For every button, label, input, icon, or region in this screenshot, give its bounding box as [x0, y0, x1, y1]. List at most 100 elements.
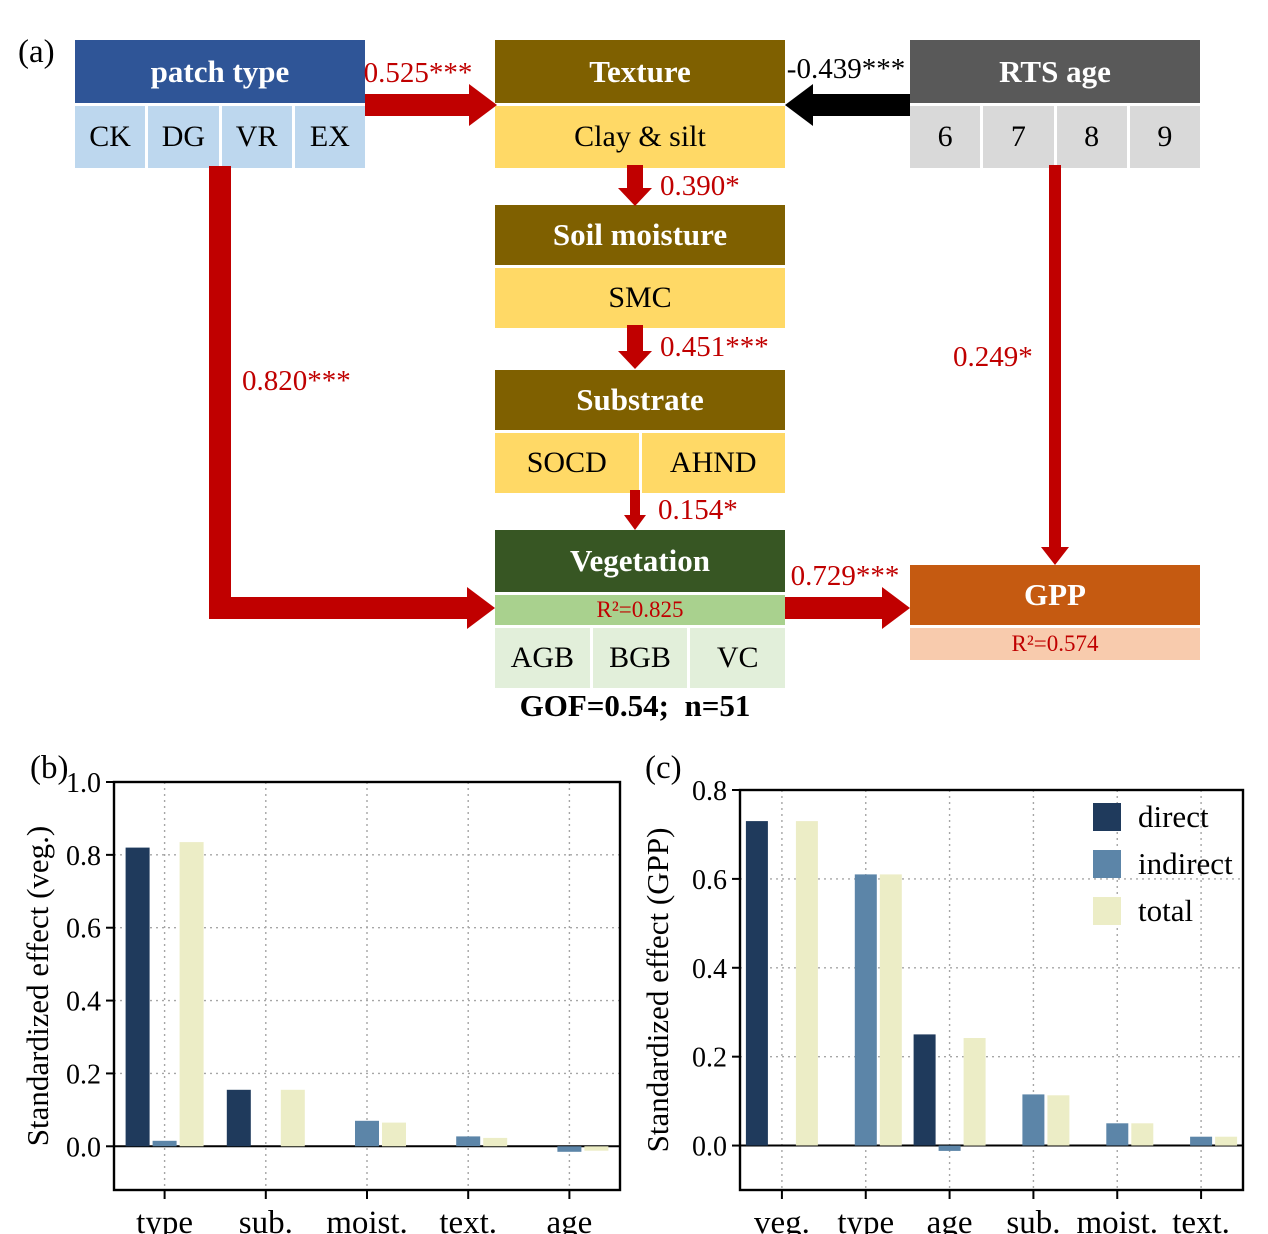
bar-total-moist	[382, 1122, 406, 1147]
bar-indirect-moist	[355, 1120, 379, 1147]
bar-direct-veg	[745, 821, 768, 1146]
x-category-label: moist.	[1076, 1205, 1158, 1234]
y-tick-label: 0.4	[66, 987, 101, 1018]
panel-b-label: (b)	[30, 750, 69, 786]
vegetation-r2: R²=0.825	[495, 595, 785, 625]
vegetation-box: Vegetation R²=0.825 AGB BGB VC	[495, 530, 786, 688]
x-category-label: type	[837, 1205, 894, 1234]
bar-indirect-text	[1190, 1136, 1213, 1146]
y-tick-label: 0.2	[66, 1059, 101, 1090]
bar-total-age	[963, 1038, 986, 1146]
substrate-box: Substrate SOCD AHND	[495, 370, 785, 493]
patch-type-title: patch type	[75, 40, 365, 103]
coef-patch-to-vegetation: 0.820***	[242, 365, 351, 397]
x-category-label: moist.	[326, 1205, 408, 1234]
patch-type-cell-dg: DG	[148, 106, 219, 168]
x-category-label: sub.	[239, 1205, 293, 1234]
y-axis-title: Standardized effect (veg.)	[22, 826, 55, 1146]
y-tick-label: 0.4	[692, 954, 727, 985]
soil-moisture-box: Soil moisture SMC	[495, 205, 785, 328]
bar-total-moist	[1131, 1123, 1154, 1146]
bar-direct-type	[125, 847, 150, 1147]
rts-age-cell-7: 7	[983, 106, 1054, 168]
coef-substrate-to-vegetation: 0.154*	[658, 494, 738, 526]
y-tick-label: 0.2	[692, 1043, 727, 1074]
bar-total-veg	[795, 821, 818, 1146]
patch-type-cell-ck: CK	[75, 106, 146, 168]
x-category-label: age	[547, 1205, 593, 1234]
y-tick-label: 0.0	[692, 1132, 727, 1163]
x-category-label: age	[927, 1205, 973, 1234]
gpp-title: GPP	[910, 565, 1200, 625]
y-tick-label: 0.6	[692, 865, 727, 896]
bar-total-text	[483, 1137, 508, 1147]
bar-indirect-type	[152, 1140, 177, 1147]
patch-type-cell-vr: VR	[221, 106, 292, 168]
bar-total-sub	[280, 1089, 305, 1147]
rts-age-box: RTS age 6 7 8 9	[910, 40, 1200, 168]
plot-frame	[738, 788, 1245, 1192]
legend-label-indirect: indirect	[1138, 846, 1233, 881]
vegetation-cell-agb: AGB	[495, 628, 590, 688]
texture-cell-clay-silt: Clay & silt	[495, 106, 785, 168]
soil-moisture-title: Soil moisture	[495, 205, 785, 265]
rts-age-cell-6: 6	[910, 106, 981, 168]
vegetation-title: Vegetation	[495, 530, 785, 592]
bar-total-sub	[1047, 1095, 1070, 1146]
patch-type-box: patch type CK DG VR EX	[75, 40, 365, 168]
coef-vegetation-to-gpp: 0.729***	[790, 560, 900, 592]
gpp-box: GPP R²=0.574	[910, 565, 1200, 660]
gof-statistic: GOF=0.54; n=51	[519, 688, 751, 723]
bar-indirect-age	[557, 1146, 582, 1152]
x-category-label: sub.	[1006, 1205, 1060, 1234]
patch-type-cell-ex: EX	[294, 106, 365, 168]
bar-indirect-sub	[1022, 1094, 1045, 1146]
x-category-label: veg.	[754, 1205, 810, 1234]
bar-total-age	[584, 1146, 609, 1151]
bar-total-type	[179, 842, 204, 1147]
legend-swatch-indirect	[1093, 850, 1121, 878]
substrate-title: Substrate	[495, 370, 785, 430]
rts-age-cell-8: 8	[1056, 106, 1127, 168]
y-tick-label: 1.0	[66, 768, 101, 799]
coef-moisture-to-substrate: 0.451***	[660, 331, 769, 363]
substrate-cell-ahnd: AHND	[641, 433, 785, 493]
legend-label-direct: direct	[1138, 799, 1209, 834]
rts-age-cell-9: 9	[1129, 106, 1200, 168]
x-category-label: type	[136, 1205, 193, 1234]
bar-indirect-text	[456, 1136, 481, 1147]
chart-standardized-effect-veg: 0.0 0.2 0.4 0.6 0.8 1.0 type sub. moist. text. age…	[22, 768, 622, 1234]
y-tick-label: 0.8	[66, 841, 101, 872]
bar-direct-age	[913, 1034, 936, 1146]
panel-c-label: (c)	[645, 750, 682, 786]
substrate-cell-socd: SOCD	[495, 433, 639, 493]
bar-direct-sub	[226, 1089, 251, 1147]
y-axis-title: Standardized effect (GPP)	[640, 828, 675, 1153]
y-tick-label: 0.0	[66, 1132, 101, 1163]
x-category-label: text.	[439, 1205, 497, 1234]
vegetation-cell-bgb: BGB	[592, 628, 688, 688]
bar-indirect-age	[938, 1145, 961, 1151]
soil-moisture-cell-smc: SMC	[495, 268, 785, 328]
texture-title: Texture	[495, 40, 785, 103]
coef-rts-to-gpp: 0.249*	[953, 341, 1033, 373]
bar-total-text	[1215, 1136, 1238, 1146]
bar-indirect-type	[854, 874, 877, 1146]
legend-swatch-total	[1093, 897, 1121, 925]
chart-standardized-effect-gpp: 0.0 0.2 0.4 0.6 0.8 veg. type age sub. moist. text…	[640, 776, 1245, 1234]
gpp-r2: R²=0.574	[910, 628, 1200, 660]
texture-box: Texture Clay & silt	[495, 40, 785, 168]
coef-texture-to-moisture: 0.390*	[660, 170, 740, 202]
vegetation-cell-vc: VC	[690, 628, 786, 688]
y-tick-label: 0.6	[66, 914, 101, 945]
legend-swatch-direct	[1093, 803, 1121, 831]
coef-patch-to-texture: 0.525***	[363, 57, 473, 89]
panel-a-label: (a)	[18, 34, 55, 70]
coef-rts-to-texture: -0.439***	[786, 53, 906, 85]
bar-indirect-moist	[1106, 1123, 1129, 1146]
bar-total-type	[879, 874, 902, 1146]
rts-age-title: RTS age	[910, 40, 1200, 103]
legend-label-total: total	[1138, 893, 1193, 928]
x-category-label: text.	[1172, 1205, 1230, 1234]
